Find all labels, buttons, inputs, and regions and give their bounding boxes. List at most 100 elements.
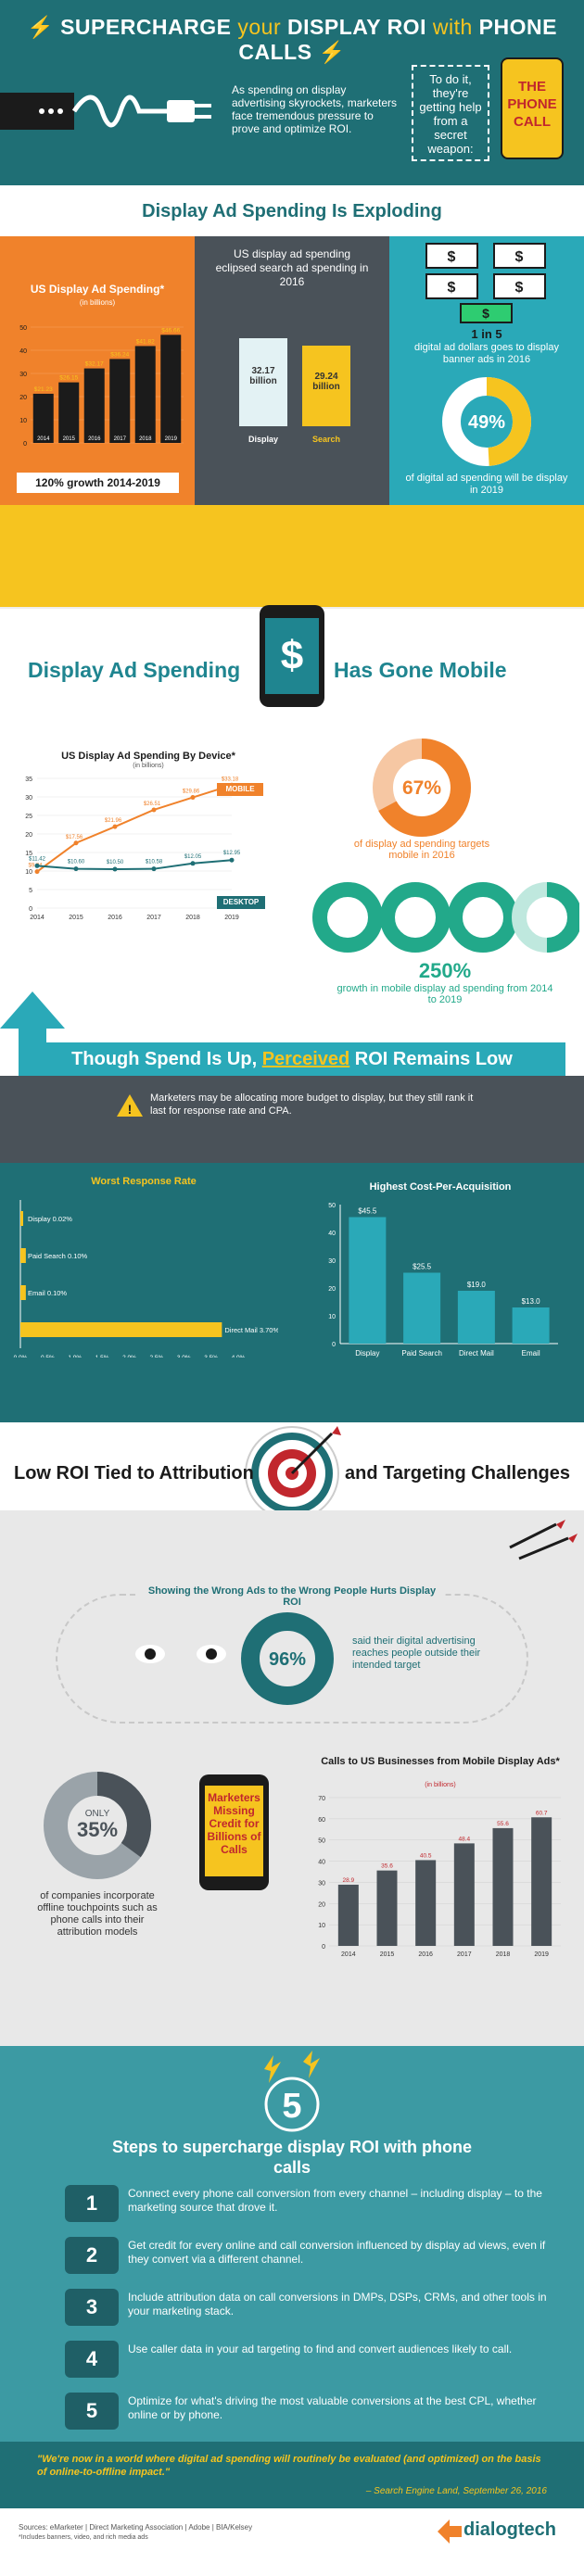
bar [337, 1884, 359, 1946]
y-tick-label: 0 [322, 1944, 325, 1951]
secret-weapon-text: To do it, they're getting help from a se… [412, 65, 489, 161]
donut-49-value: 49% [468, 412, 505, 433]
perceived-title: Though Spend Is Up, Perceived ROI Remain… [71, 1049, 513, 1069]
data-point [73, 866, 79, 872]
cpa-chart: 50 40 30 20 10 0 $45.5 Display $25.5 Paid Search $… [328, 1203, 558, 1357]
y-tick-label: 50 [19, 325, 27, 332]
missing-text: Marketers Missing Credit for Billions of… [205, 1786, 263, 1876]
x-tick-label: 2016 [418, 1951, 433, 1958]
x-tick-label: 2018 [139, 436, 152, 442]
x-tick-label: 2017 [114, 436, 127, 442]
y-tick-label: 30 [19, 372, 27, 378]
data-point [190, 861, 196, 866]
intro-text: As spending on display advertising skyro… [232, 83, 398, 135]
x-tick-label: 1.5% [95, 1355, 109, 1357]
data-label: $46.66 [161, 327, 180, 334]
step-number: 3 [65, 2289, 119, 2326]
response-rate-chart: 0.0% 0.5% 1.0% 1.5% 2.0% 2.5% 3.0% 3.5% 4.0% Disp… [14, 1200, 278, 1357]
data-label: 28.9 [343, 1877, 355, 1884]
data-label: $19.0 [467, 1281, 487, 1289]
step-number: 4 [65, 2341, 119, 2378]
data-point [34, 869, 40, 875]
chart-title: US Display Ad Spending* [30, 283, 165, 296]
bar-label: Email 0.10% [28, 1289, 67, 1297]
eclipse-panel: US display ad spending eclipsed search a… [195, 236, 389, 505]
dollar-icon: $ [265, 618, 319, 694]
x-tick-label: 2015 [380, 1951, 395, 1958]
data-label: $17.56 [66, 835, 83, 840]
data-label: 48.4 [459, 1836, 471, 1842]
series-line-mobile [36, 784, 233, 873]
x-tick-label: 3.5% [204, 1355, 218, 1357]
x-tick-label: 2.0% [122, 1355, 136, 1357]
data-label: 40.5 [420, 1852, 432, 1859]
donut-67-value: 67% [402, 777, 441, 799]
desktop-tag: DESKTOP [217, 896, 265, 909]
y-tick-label: 10 [19, 418, 27, 424]
step-text: Get credit for every online and call con… [128, 2239, 546, 2266]
data-point [112, 866, 118, 872]
y-tick-label: 35 [25, 777, 32, 783]
display-label: Display [248, 435, 278, 444]
x-tick-label: 2.5% [149, 1355, 163, 1357]
data-label: $11.42 [29, 856, 46, 862]
y-tick-label: 10 [25, 869, 32, 876]
y-tick-label: 10 [318, 1923, 325, 1929]
search-bar [302, 346, 350, 426]
growth-badge: 120% growth 2014-2019 [17, 473, 179, 493]
bar [20, 1248, 26, 1263]
bar [403, 1272, 441, 1344]
data-label: $10.58 [146, 860, 163, 865]
y-tick-label: 40 [328, 1231, 336, 1237]
perceived-section: Though Spend Is Up, Perceived ROI Remain… [0, 991, 584, 1163]
bar [20, 1322, 222, 1337]
bolt-icon: ⚡ [311, 40, 346, 64]
calls-unit: (in billions) [425, 1782, 456, 1788]
x-tick-label: 2016 [88, 436, 101, 442]
donut-35: ONLY 35% [44, 1772, 151, 1879]
step-number: 2 [65, 2237, 119, 2274]
data-label: $13.0 [522, 1297, 541, 1306]
steps-section: 5 Steps to supercharge display ROI with … [0, 2046, 584, 2442]
step-text: Connect every phone call conversion from… [128, 2187, 542, 2214]
display-value: 32.17 billion [249, 366, 277, 386]
steps-title: Steps to supercharge display ROI with ph… [111, 2138, 473, 2177]
bar [415, 1860, 437, 1946]
bar [512, 1307, 550, 1344]
donut-35-value: 35% [77, 1818, 118, 1841]
bar [58, 382, 80, 443]
donut-49: 49% [442, 377, 531, 466]
plug-cable-icon [0, 93, 211, 130]
svg-text:$: $ [515, 249, 524, 265]
calls-title: Calls to US Businesses from Mobile Displ… [321, 1756, 560, 1767]
bar [109, 359, 131, 443]
data-label: 60.7 [536, 1810, 548, 1816]
x-tick-label: 2015 [69, 915, 83, 921]
y-tick-label: 70 [318, 1796, 325, 1802]
footer-sources: Sources: eMarketer | Direct Marketing As… [19, 2523, 253, 2532]
banner-panel: $ $ $ $ $ 1 in 5 digital ad dollars goes… [389, 236, 584, 505]
data-point [190, 795, 196, 801]
bolt-icon: ⚡ [27, 15, 61, 39]
x-tick-label: 0.5% [41, 1355, 55, 1357]
donut-96-value: 96% [269, 1649, 306, 1670]
phone-icon: $ [260, 605, 324, 707]
data-label: $12.95 [223, 851, 241, 856]
perceived-note: Marketers may be allocating more budget … [150, 1092, 474, 1117]
attribution-title-a: Low ROI Tied to Attribution [14, 1463, 254, 1484]
y-tick-label: 30 [328, 1258, 336, 1265]
data-point [151, 866, 157, 872]
data-label: $10.60 [68, 860, 85, 865]
bar [531, 1817, 552, 1946]
data-label: 35.6 [381, 1863, 393, 1870]
x-tick-label: 2018 [496, 1951, 511, 1958]
spending-chart-panel: US Display Ad Spending* (in billions) 0 1… [0, 236, 195, 505]
data-label: $12.05 [184, 854, 202, 860]
x-tick-label: Email [522, 1349, 540, 1357]
darts-icon [509, 1520, 578, 1560]
x-tick-label: 2016 [108, 915, 122, 921]
y-tick-label: 25 [25, 814, 32, 820]
dialogtech-logo[interactable]: dialogtech [463, 2519, 557, 2540]
data-label: $26.51 [144, 802, 161, 807]
data-label: $45.5 [358, 1207, 377, 1216]
